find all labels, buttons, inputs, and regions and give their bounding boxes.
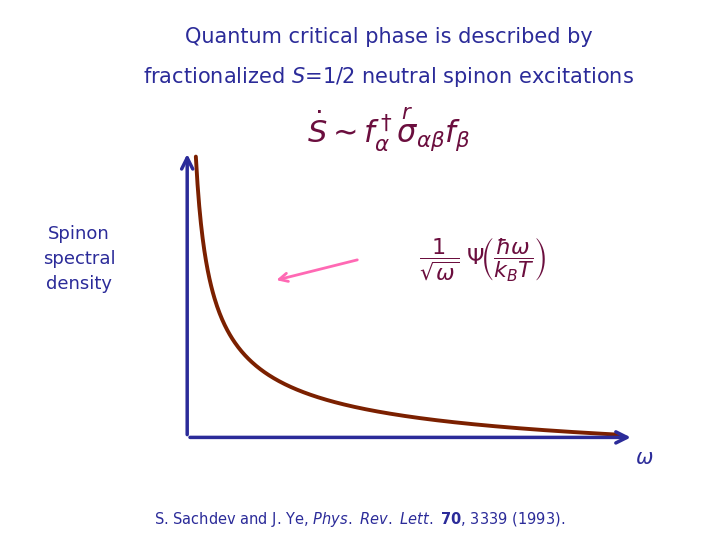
Text: Spinon
spectral
density: Spinon spectral density [43, 225, 115, 293]
Text: $\dot{S} \sim f_\alpha^\dagger \overset{r}{\sigma}_{\alpha\beta} f_\beta$: $\dot{S} \sim f_\alpha^\dagger \overset{… [307, 106, 471, 153]
Text: $\dfrac{1}{\sqrt{\omega}} \; \Psi\!\left(\dfrac{\hbar\omega}{k_B T}\right)$: $\dfrac{1}{\sqrt{\omega}} \; \Psi\!\left… [418, 235, 546, 283]
Text: fractionalized $S$=1/2 neutral spinon excitations: fractionalized $S$=1/2 neutral spinon ex… [143, 65, 634, 89]
Text: S. Sachdev and J. Ye, $\mathit{Phys.\ Rev.\ Lett.}$ $\mathbf{70}$, 3339 (1993).: S. Sachdev and J. Ye, $\mathit{Phys.\ Re… [154, 510, 566, 529]
Text: Quantum critical phase is described by: Quantum critical phase is described by [185, 27, 593, 47]
Text: $\omega$: $\omega$ [635, 449, 654, 469]
